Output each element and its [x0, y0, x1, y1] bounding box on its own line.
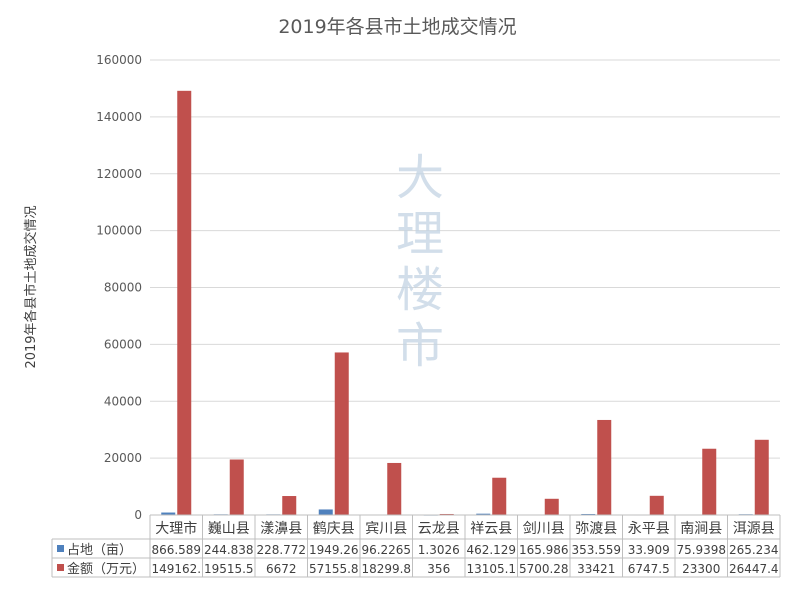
x-tick-label: 大理市 — [155, 520, 197, 537]
data-table-value: 13105.1 — [466, 562, 516, 576]
watermark-char: 大 — [395, 150, 444, 206]
data-table-value: 244.838 — [204, 543, 254, 557]
bar-amount — [439, 513, 454, 515]
bar-amount — [492, 477, 507, 515]
y-tick-label: 140000 — [96, 110, 142, 124]
legend-label: 占地（亩） — [67, 542, 132, 558]
legend-swatch — [57, 564, 64, 571]
data-table-value: 353.559 — [571, 543, 621, 557]
y-tick-label: 80000 — [104, 281, 142, 295]
x-tick-label: 南涧县 — [680, 521, 722, 537]
x-tick-label: 漾濞县 — [260, 520, 302, 537]
data-table-value: 356 — [427, 562, 450, 576]
data-table-value: 19515.5 — [204, 562, 254, 576]
x-tick-label: 祥云县 — [470, 521, 512, 537]
bar-amount — [282, 496, 297, 515]
bar-amount — [544, 498, 559, 515]
data-table-value: 5700.28 — [519, 562, 569, 576]
data-table-value: 23300 — [682, 562, 720, 576]
bar-area — [318, 509, 333, 515]
data-table-value: 1.3026 — [418, 543, 460, 557]
x-tick-label: 剑川县 — [523, 521, 565, 537]
chart-title: 2019年各县市土地成交情况 — [278, 16, 517, 38]
data-table-value: 96.2265 — [361, 543, 411, 557]
data-table-value: 165.986 — [519, 543, 569, 557]
bar-area — [581, 513, 596, 515]
bar-amount — [229, 459, 244, 515]
data-table-value: 33421 — [577, 562, 615, 576]
bar-amount — [597, 419, 612, 515]
data-table-value: 265.234 — [729, 543, 779, 557]
legend-swatch — [57, 545, 64, 552]
x-tick-label: 永平县 — [628, 521, 670, 537]
legend-label: 金额（万元） — [67, 561, 145, 577]
data-table-value: 26447.4 — [729, 562, 779, 576]
x-tick-label: 巍山县 — [208, 521, 250, 537]
bar-amount — [387, 462, 402, 515]
watermark-char: 市 — [395, 318, 444, 374]
y-tick-label: 0 — [134, 508, 142, 522]
bar-area — [161, 512, 176, 515]
data-table-value: 6747.5 — [628, 562, 670, 576]
bar-area — [476, 513, 491, 515]
data-table-value: 57155.8 — [309, 562, 359, 576]
bar-amount — [754, 439, 769, 515]
x-tick-label: 洱源县 — [733, 521, 775, 537]
x-tick-label: 宾川县 — [365, 521, 407, 537]
data-table-value: 1949.26 — [309, 543, 359, 557]
y-tick-label: 40000 — [104, 394, 142, 408]
y-tick-label: 120000 — [96, 167, 142, 181]
bar-amount — [334, 352, 349, 515]
data-table-value: 6672 — [266, 562, 297, 576]
bar-amount — [177, 90, 192, 516]
watermark-char: 理 — [395, 206, 444, 262]
data-table-value: 149162. — [151, 562, 201, 576]
bar-amount — [649, 495, 664, 515]
x-tick-label: 鹤庆县 — [313, 521, 355, 537]
y-tick-label: 160000 — [96, 53, 142, 67]
data-table-value: 866.589 — [151, 543, 201, 557]
data-table-value: 75.9398 — [676, 543, 726, 557]
y-tick-label: 100000 — [96, 224, 142, 238]
data-table-value: 18299.8 — [361, 562, 411, 576]
y-axis-label: 2019年各县市土地成交情况 — [24, 205, 39, 369]
watermark-char: 楼 — [395, 262, 444, 318]
watermark: 大 理 楼 市 — [395, 150, 445, 374]
y-tick-label: 60000 — [104, 337, 142, 351]
data-table-value: 228.772 — [256, 543, 306, 557]
data-table-value: 462.129 — [466, 543, 516, 557]
y-tick-label: 20000 — [104, 451, 142, 465]
bar-amount — [702, 448, 717, 515]
x-tick-label: 弥渡县 — [575, 520, 617, 537]
data-table-value: 33.909 — [628, 543, 670, 557]
x-tick-label: 云龙县 — [418, 521, 460, 537]
